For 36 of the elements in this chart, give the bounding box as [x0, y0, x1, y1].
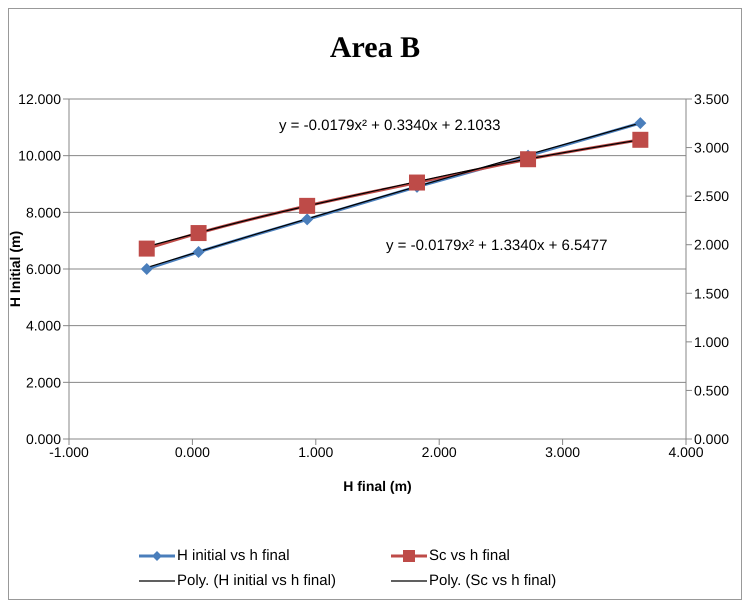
legend-label: Poly. (H initial vs h final)	[176, 572, 337, 589]
point	[190, 225, 207, 242]
y2-tick-label: 2.500	[694, 188, 730, 204]
x-tick-label: 3.000	[545, 444, 580, 460]
point	[140, 263, 153, 275]
y-axis-title: H Initial (m)	[6, 230, 23, 308]
point	[634, 117, 646, 130]
y-tick-label: 2.000	[26, 374, 62, 390]
y2-tick-label: 1.000	[694, 334, 730, 350]
point	[632, 132, 648, 148]
x-tick-label: 0.000	[174, 444, 210, 460]
x-tick-label: 1.000	[298, 444, 334, 460]
y-tick-label: 8.000	[26, 204, 62, 220]
point	[138, 240, 155, 257]
point	[299, 198, 316, 214]
y-tick-label: 6.000	[26, 260, 62, 277]
legend-label: H initial vs h final	[176, 547, 291, 564]
y2-tick-label: 3.000	[694, 140, 730, 156]
point	[192, 246, 205, 258]
point	[301, 213, 314, 226]
point	[408, 174, 425, 191]
y2-tick-label: 2.000	[694, 236, 730, 253]
y-tick-label: 10.000	[18, 148, 62, 164]
y2-tick-label: 3.500	[694, 90, 730, 107]
x-tick-label: 2.000	[422, 444, 457, 460]
x-axis-title: H final (m)	[343, 478, 412, 494]
y-tick-label: 4.000	[26, 318, 62, 334]
legend-label: Poly. (Sc vs h final)	[428, 572, 558, 589]
point	[520, 151, 536, 168]
legend-label: Sc vs h final	[428, 547, 511, 564]
annotation: y = -0.0179x² + 0.3340x + 2.1033	[279, 117, 500, 134]
y2-tick-label: 0.500	[694, 382, 730, 398]
y2-tick-label: 1.500	[694, 285, 730, 302]
y-tick-label: 12.000	[18, 90, 62, 107]
annotation: y = -0.0179x² + 1.3340x + 6.5477	[386, 237, 608, 254]
chart-title: Area B	[328, 31, 422, 65]
